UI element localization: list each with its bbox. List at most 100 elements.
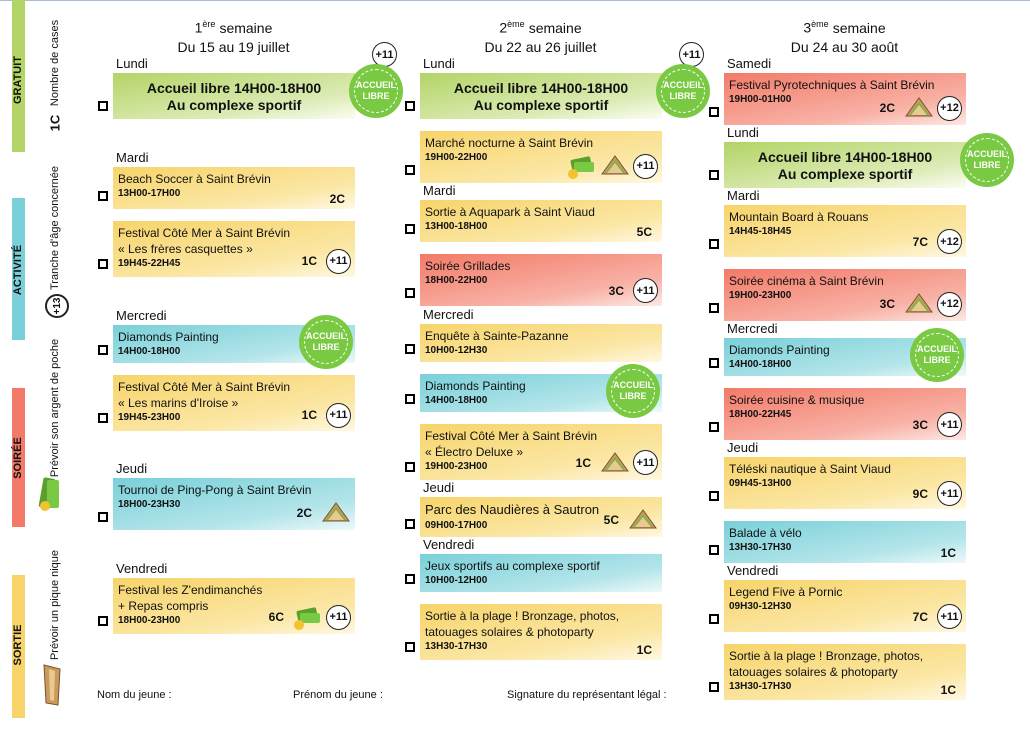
accueil-badge: ACCUEIL LIBRE	[349, 64, 403, 118]
event: Festival Pyrotechniques à Saint Brévin 19…	[709, 73, 966, 125]
event-icons: 1C	[941, 683, 962, 697]
event-icons: 2C	[330, 192, 351, 206]
day-group: Mercredi Enquête à Sainte-Pazanne 10H00-12…	[403, 307, 678, 480]
event-cost: 6C	[268, 610, 284, 624]
event-icons: 3C +11	[913, 412, 962, 437]
event: Parc des Naudières à Sautron 09H00-17H00 5…	[405, 496, 662, 537]
sandwich-icon	[905, 293, 933, 313]
legend-age: +13	[45, 294, 69, 318]
day-name: Vendredi	[116, 561, 168, 576]
event-title: Marché nocturne à Saint Brévin	[425, 136, 594, 150]
event-title: Parc des Naudières à Sautron	[425, 501, 600, 517]
event-time: 19H00-01H00	[729, 94, 792, 105]
checkbox	[405, 574, 415, 584]
sandwich-icon	[43, 664, 61, 706]
legend-label: Prévoir son argent de poche	[49, 338, 61, 478]
day-group: Vendredi Legend Five à Pornic 09H30-12H30 7…	[707, 563, 982, 700]
event-title: Accueil libre 14H00-18H00	[757, 149, 933, 165]
badge-text: ACCUEIL LIBRE	[304, 319, 348, 364]
accueil-badge: ACCUEIL LIBRE	[910, 328, 964, 382]
event: Mountain Board à Rouans 14H45-18H45 7C +12	[709, 205, 966, 257]
week-number: 1	[194, 19, 203, 36]
section-label: SOIRÉE	[12, 437, 24, 479]
day-name: Lundi	[727, 125, 759, 140]
event-time: 18H00-22H45	[729, 409, 792, 420]
event-title: Legend Five à Pornic	[729, 585, 843, 599]
event: Tournoi de Ping-Pong à Saint Brévin 18H00…	[98, 478, 355, 531]
section-label: ACTIVITÉ	[12, 244, 24, 296]
event-time: 19H00-22H00	[425, 152, 488, 163]
money-icon	[38, 477, 59, 511]
checkbox	[709, 545, 719, 555]
event: Festival Côté Mer à Saint Brévin « Les fr…	[98, 220, 355, 277]
event-icons: 1C	[637, 643, 658, 657]
checkbox	[98, 101, 108, 111]
checkbox	[709, 682, 719, 692]
event-time: 18H00-22H00	[425, 275, 488, 287]
event-cost: 3C	[879, 297, 895, 311]
event: Jeux sportifs au complexe sportif 10H00-1…	[405, 554, 662, 592]
event-cost: 9C	[912, 486, 928, 501]
day-name: Mardi	[423, 183, 456, 199]
event-title: Soirée cinéma à Saint Brévin	[729, 274, 884, 288]
day-group: Jeudi Téléski nautique à Saint Viaud 09H45…	[707, 440, 982, 563]
week-column: Lundi Accueil libre 14H00-18H00 Au complex…	[96, 56, 403, 634]
event: Soirée cuisine & musique 18H00-22H45 3C +11	[709, 388, 966, 440]
event-title: Enquête à Sainte-Pazanne	[425, 328, 569, 343]
event-title: Festival Pyrotechniques à Saint Brévin	[729, 78, 935, 92]
day-name: Samedi	[727, 56, 772, 71]
event: Festival les Z'endimanchés + Repas compri…	[98, 578, 355, 634]
event: Beach Soccer à Saint Brévin 13H00-17H00 2C	[98, 166, 355, 209]
event-time: 13H00-17H00	[118, 187, 181, 199]
event-time: 19H45-22H45	[118, 257, 181, 269]
checkbox	[98, 190, 108, 201]
event-time: 19H00-23H00	[729, 290, 792, 301]
event: Diamonds Painting 14H00-18H00 ACCUEIL LIBR…	[98, 314, 355, 369]
day-name: Jeudi	[116, 461, 148, 477]
event: Marché nocturne à Saint Brévin 19H00-22H0…	[405, 131, 662, 183]
event-title: Soirée Grillades	[425, 259, 511, 274]
checkbox	[405, 343, 415, 354]
event-cost: 7C	[912, 234, 928, 249]
age-badge: +11	[633, 153, 658, 179]
day-group: Mercredi Diamonds Painting 14H00-18H00 ACCU…	[96, 308, 371, 431]
event-cost: 2C	[879, 101, 895, 115]
event-icons: 1C	[941, 546, 962, 560]
week-header: 1ère semaine Du 15 au 19 juillet	[96, 15, 371, 57]
age-badge: +11	[937, 604, 962, 629]
week-title: 3ème semaine	[707, 15, 982, 38]
sandwich-icon	[601, 155, 629, 175]
day-group: Vendredi Jeux sportifs au complexe sporti…	[403, 537, 678, 660]
age-badge: +11	[326, 248, 351, 274]
checkbox	[405, 165, 415, 175]
event-cost: 2C	[329, 191, 345, 206]
event-title: « Les frères casquettes »	[118, 241, 253, 256]
week-title: 1ère semaine	[96, 15, 371, 38]
day-name: Vendredi	[727, 563, 779, 578]
day-group: Mercredi Diamonds Painting 14H00-18H00 ACCU…	[707, 321, 982, 440]
week-suffix: ème	[811, 19, 829, 29]
event-title: Festival Côté Mer à Saint Brévin	[118, 379, 291, 394]
event-icons: 1C +11	[301, 402, 351, 428]
event-icons: 6C +11	[269, 603, 351, 631]
event-icons: 3C +12	[880, 290, 962, 318]
event-title: Festival Côté Mer à Saint Brévin	[118, 225, 291, 240]
event-title: Soirée cuisine & musique	[729, 393, 865, 407]
checkbox	[405, 224, 415, 235]
event-cost: 3C	[912, 417, 928, 432]
checkbox	[98, 512, 108, 523]
age-badge: +11	[633, 278, 658, 304]
event-cost: 1C	[301, 408, 317, 422]
day-group: Samedi Festival Pyrotechniques à Saint Br…	[707, 56, 982, 125]
checkbox	[405, 518, 415, 529]
checkbox	[709, 107, 719, 117]
event-title: Accueil libre 14H00-18H00	[146, 80, 322, 96]
event-title: Au complexe sportif	[166, 97, 302, 113]
event-time: 09H45-13H00	[729, 478, 792, 489]
event-time: 09H30-12H30	[729, 601, 792, 612]
checkbox	[709, 303, 719, 313]
event-time: 14H00-18H00	[729, 359, 792, 370]
event-time: 13H30-17H30	[729, 542, 792, 553]
event-icons: 2C +12	[880, 94, 962, 122]
